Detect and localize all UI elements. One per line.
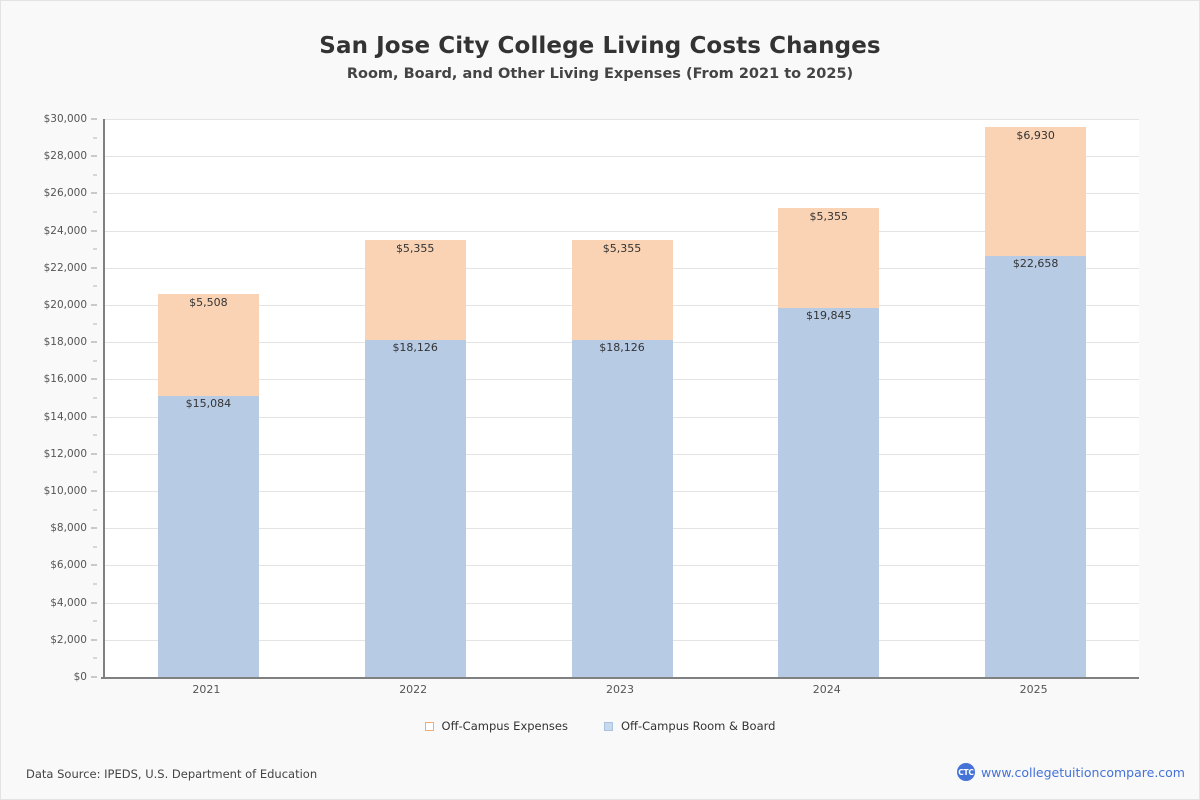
y-axis-tick-mark xyxy=(91,527,97,529)
y-axis-minor-tick-mark xyxy=(93,174,97,176)
y-axis-tick-label: $2,000 xyxy=(50,633,87,646)
y-axis-tick-mark xyxy=(91,192,97,194)
x-axis-tick-label: 2023 xyxy=(606,683,634,696)
y-axis-tick-mark xyxy=(91,676,97,678)
ctc-logo-icon: CTC xyxy=(956,763,975,781)
y-axis: $0 $2,000 $4,000 $6,000 $8,000 $10,000 $12,000… xyxy=(1,113,97,683)
y-axis-tick-mark xyxy=(91,230,97,232)
bar-segment-room-and-board[interactable] xyxy=(571,339,673,677)
legend-swatch-icon xyxy=(424,721,434,731)
bar-group[interactable]: $19,845 $5,355 xyxy=(778,119,880,677)
y-axis-tick-label: $8,000 xyxy=(50,522,87,535)
bar-segment-room-and-board[interactable] xyxy=(985,255,1087,677)
bar-segment-room-and-board[interactable] xyxy=(157,396,259,677)
y-axis-tick-mark xyxy=(91,378,97,380)
y-axis-tick-label: $6,000 xyxy=(50,559,87,572)
y-axis-minor-tick-mark xyxy=(93,434,97,436)
y-axis-tick-label: $0 xyxy=(73,671,87,683)
y-axis-tick-label: $10,000 xyxy=(43,485,87,497)
x-axis-tick-label: 2022 xyxy=(399,683,428,696)
bar-group[interactable]: $18,126 $5,355 xyxy=(571,119,673,677)
bar-group[interactable]: $18,126 $5,355 xyxy=(364,119,466,677)
bar-value-label-expenses: $5,355 xyxy=(809,210,849,224)
y-axis-tick-label: $26,000 xyxy=(43,187,87,200)
legend-item[interactable]: Off-Campus Expenses xyxy=(424,719,568,733)
y-axis-minor-tick-mark xyxy=(93,360,97,362)
y-axis-minor-tick-mark xyxy=(93,657,97,659)
y-axis-minor-tick-mark xyxy=(93,248,97,250)
legend-swatch-icon xyxy=(603,721,613,731)
page-title: San Jose City College Living Costs Chang… xyxy=(319,33,881,59)
bar-value-label-room-and-board: $15,084 xyxy=(185,397,232,411)
brand-url-label: www.collegetuitioncompare.com xyxy=(980,764,1185,780)
legend-item-label: Off-Campus Expenses xyxy=(441,719,568,733)
bar-segment-room-and-board[interactable] xyxy=(364,339,466,677)
y-axis-tick-label: $28,000 xyxy=(43,150,87,163)
y-axis-minor-tick-mark xyxy=(93,137,97,139)
bar-group[interactable]: $15,084 $5,508 xyxy=(157,119,259,677)
y-axis-tick-mark xyxy=(91,118,97,120)
bar-value-label-room-and-board: $22,658 xyxy=(1012,256,1059,270)
bar-value-label-room-and-board: $18,126 xyxy=(392,340,438,354)
bar-segment-room-and-board[interactable] xyxy=(778,307,880,677)
x-axis-tick-label: 2021 xyxy=(192,683,221,696)
x-axis-line xyxy=(101,677,1139,679)
bar-segment-expenses[interactable] xyxy=(985,126,1087,256)
legend: Off-Campus Expenses Off-Campus Room & Boa… xyxy=(1,719,1199,733)
bar-value-label-expenses: $5,355 xyxy=(395,242,435,256)
y-axis-tick-mark xyxy=(91,304,97,306)
y-axis-tick-mark xyxy=(91,341,97,343)
y-axis-tick-mark xyxy=(91,490,97,492)
y-axis-minor-tick-mark xyxy=(93,509,97,511)
plot-area: $15,084 $5,508 $18,126 $5,355 $18,126 $5,355 $… xyxy=(103,119,1139,677)
y-axis-minor-tick-mark xyxy=(93,285,97,287)
brand-link[interactable]: CTC www.collegetuitioncompare.com xyxy=(956,763,1185,781)
y-axis-tick-label: $24,000 xyxy=(43,224,87,237)
y-axis-tick-mark xyxy=(91,453,97,455)
y-axis-tick-label: $18,000 xyxy=(43,336,87,349)
bar-value-label-room-and-board: $18,126 xyxy=(599,340,645,354)
bar-segment-expenses[interactable] xyxy=(157,294,259,397)
bar-segment-expenses[interactable] xyxy=(571,240,673,340)
bar-group[interactable]: $22,658 $6,930 xyxy=(985,119,1087,677)
y-axis-tick-mark xyxy=(91,639,97,641)
y-axis-minor-tick-mark xyxy=(93,471,97,473)
chart-header: San Jose City College Living Costs Chang… xyxy=(1,1,1199,82)
y-axis-minor-tick-mark xyxy=(93,546,97,548)
data-source-note: Data Source: IPEDS, U.S. Department of E… xyxy=(26,767,318,781)
y-axis-tick-label: $14,000 xyxy=(43,410,87,423)
bar-segment-expenses[interactable] xyxy=(778,208,880,308)
bar-value-label-room-and-board: $19,845 xyxy=(806,308,852,322)
chart-subtitle: Room, Board, and Other Living Expenses (… xyxy=(346,66,854,82)
legend-item-label: Off-Campus Room & Board xyxy=(620,719,776,733)
footer: Data Source: IPEDS, U.S. Department of E… xyxy=(1,763,1199,793)
y-axis-minor-tick-mark xyxy=(93,583,97,585)
bar-value-label-expenses: $5,355 xyxy=(602,242,642,256)
y-axis-minor-tick-mark xyxy=(93,620,97,622)
y-axis-minor-tick-mark xyxy=(93,397,97,399)
y-axis-tick-label: $16,000 xyxy=(43,373,87,386)
y-axis-tick-mark xyxy=(91,602,97,604)
bar-value-label-expenses: $5,508 xyxy=(189,296,228,309)
x-axis-tick-label: 2024 xyxy=(812,683,841,696)
y-axis-tick-mark xyxy=(91,155,97,157)
x-axis: 2021 2022 2023 2024 2025 xyxy=(103,683,1137,703)
y-axis-tick-label: $20,000 xyxy=(43,299,87,311)
y-axis-tick-mark xyxy=(91,416,97,418)
bar-value-label-expenses: $6,930 xyxy=(1016,128,1055,142)
x-axis-tick-label: 2025 xyxy=(1019,683,1048,696)
y-axis-tick-label: $12,000 xyxy=(43,447,87,460)
y-axis-tick-label: $4,000 xyxy=(50,596,87,609)
y-axis-tick-label: $22,000 xyxy=(43,261,87,274)
bar-segment-expenses[interactable] xyxy=(364,240,466,340)
y-axis-tick-mark xyxy=(91,564,97,566)
legend-item[interactable]: Off-Campus Room & Board xyxy=(603,719,776,733)
y-axis-tick-mark xyxy=(91,267,97,269)
y-axis-tick-label: $30,000 xyxy=(43,113,87,125)
y-axis-minor-tick-mark xyxy=(93,323,97,325)
y-axis-minor-tick-mark xyxy=(93,211,97,213)
